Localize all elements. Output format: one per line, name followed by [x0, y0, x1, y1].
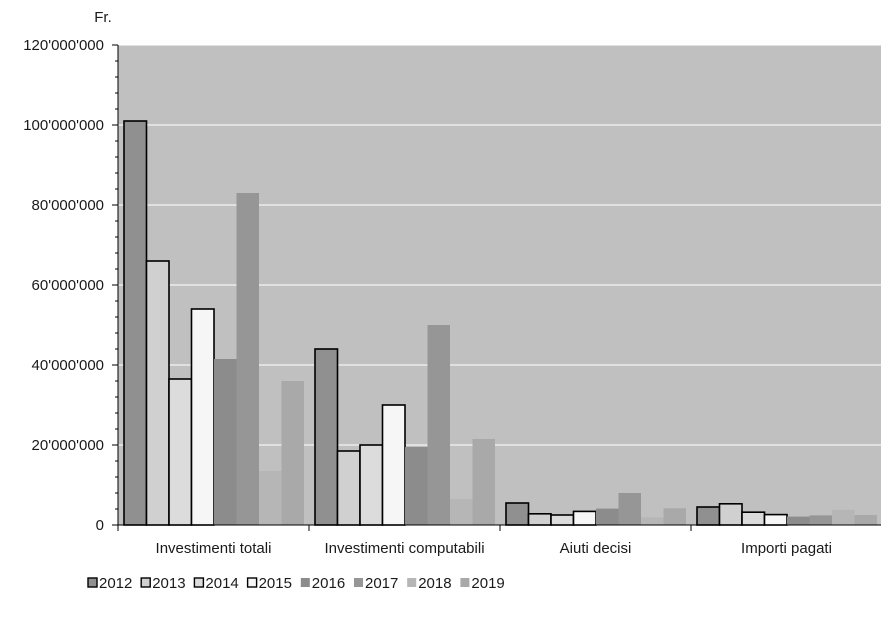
y-axis-ticks: 0 20'000'000 40'000'000 60'000'000 80'000'00… [23, 37, 104, 534]
bar-2013-4 [718, 502, 743, 526]
bar-2014-4 [741, 511, 766, 526]
legend-label-2018: 2018 [418, 575, 451, 592]
bar-2015-1 [190, 308, 215, 526]
bar-2016-4 [787, 516, 810, 525]
bar-2013-2 [336, 450, 361, 526]
legend-swatch-2016 [300, 578, 310, 587]
legend-swatch-2014 [193, 577, 205, 588]
legend-swatch-2015 [246, 577, 258, 588]
bar-2019-1 [281, 381, 304, 525]
y-tick-label: 120'000'000 [23, 37, 104, 54]
bar-2012-2 [314, 348, 339, 526]
y-tick-label: 0 [96, 517, 104, 534]
y-tick-label: 100'000'000 [23, 117, 104, 134]
legend-label-2015: 2015 [259, 575, 292, 592]
bar-2015-4 [763, 513, 788, 526]
bar-2015-3 [572, 510, 597, 526]
legend-label-2017: 2017 [365, 575, 398, 592]
legend-label-2013: 2013 [152, 575, 185, 592]
y-tick-label: 60'000'000 [32, 277, 104, 294]
legend-swatch-2019 [460, 578, 470, 587]
x-axis-labels: Investimenti totali Investimenti computab… [156, 540, 832, 557]
y-tick-label: 20'000'000 [32, 437, 104, 454]
bar-2017-2 [427, 325, 450, 525]
bar-2018-1 [259, 471, 282, 525]
bar-2013-1 [145, 260, 170, 526]
bar-2016-3 [596, 508, 619, 525]
legend: 2012 2013 2014 2015 2016 2017 2018 2019 [87, 575, 505, 592]
bar-2017-4 [809, 515, 832, 525]
bar-2018-3 [641, 517, 664, 525]
bar-2017-1 [236, 193, 259, 525]
legend-label-2012: 2012 [99, 575, 132, 592]
bar-2013-3 [527, 512, 552, 526]
x-category-label: Investimenti computabili [324, 540, 484, 557]
bar-2012-4 [696, 506, 721, 526]
bar-2014-3 [550, 514, 575, 526]
bar-2017-3 [618, 493, 641, 525]
legend-swatch-2012 [87, 577, 98, 588]
legend-label-2014: 2014 [205, 575, 238, 592]
legend-label-2016: 2016 [312, 575, 345, 592]
legend-label-2019: 2019 [471, 575, 504, 592]
bar-2018-4 [832, 509, 855, 525]
y-axis-unit-label: Fr. [94, 9, 112, 26]
y-tick-label: 40'000'000 [32, 357, 104, 374]
y-tick-label: 80'000'000 [32, 197, 104, 214]
bar-2018-2 [450, 499, 473, 525]
legend-swatch-2013 [140, 577, 151, 588]
bar-2014-1 [168, 378, 193, 526]
bar-2012-3 [505, 502, 530, 526]
bar-2016-1 [214, 359, 237, 525]
legend-swatch-2018 [407, 578, 417, 587]
bar-2012-1 [123, 120, 148, 526]
x-category-label: Importi pagati [741, 540, 832, 557]
bar-2019-2 [472, 439, 495, 525]
x-category-label: Investimenti totali [156, 540, 272, 557]
axes [112, 44, 881, 531]
bar-2014-2 [359, 444, 384, 526]
bar-2016-2 [405, 447, 428, 525]
x-category-label: Aiuti decisi [560, 540, 632, 557]
bars [123, 120, 877, 526]
bar-2019-3 [663, 508, 686, 525]
bar-2015-2 [381, 404, 406, 526]
legend-swatch-2017 [354, 578, 363, 587]
bar-2019-4 [854, 515, 877, 525]
